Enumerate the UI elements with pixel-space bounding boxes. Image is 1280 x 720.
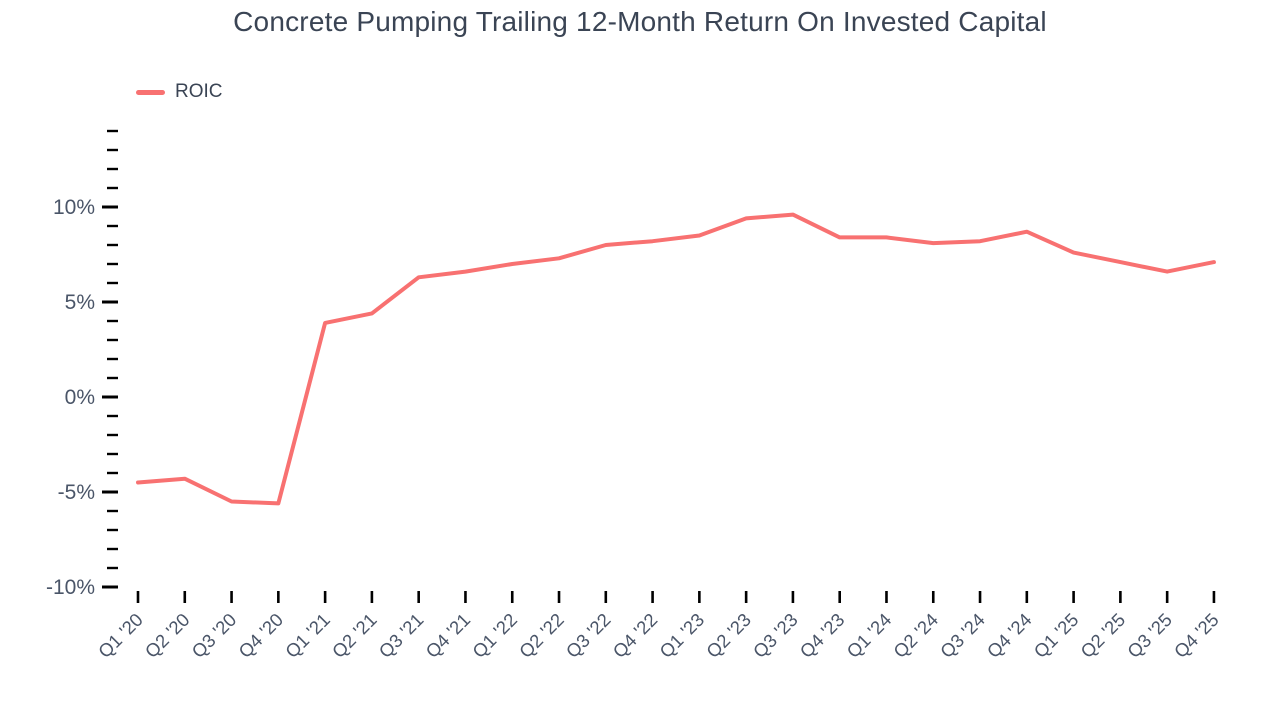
x-tick-label: Q1 '22 — [468, 609, 521, 662]
y-tick-label: -5% — [58, 481, 95, 504]
x-tick-label: Q3 '24 — [936, 609, 989, 662]
y-tick-label: 0% — [65, 386, 95, 409]
y-tick-label: 5% — [65, 291, 95, 314]
x-tick-label: Q1 '25 — [1029, 609, 1082, 662]
x-tick-label: Q2 '22 — [515, 609, 568, 662]
x-tick-label: Q3 '23 — [749, 609, 802, 662]
x-tick-label: Q4 '24 — [983, 609, 1036, 662]
x-tick-label: Q4 '25 — [1170, 609, 1223, 662]
roic-line — [136, 212, 1216, 506]
x-tick-label: Q2 '25 — [1076, 609, 1129, 662]
roic-legend-swatch-icon — [136, 89, 165, 95]
x-tick-label: Q3 '21 — [375, 609, 428, 662]
x-tick-label: Q2 '23 — [702, 609, 755, 662]
legend: ROIC — [136, 81, 223, 103]
x-tick-label: Q3 '20 — [187, 609, 240, 662]
chart-title: Concrete Pumping Trailing 12-Month Retur… — [233, 6, 1047, 37]
x-tick-label: Q1 '23 — [655, 609, 708, 662]
x-tick-label: Q1 '21 — [281, 609, 334, 662]
x-tick-label: Q2 '24 — [889, 609, 942, 662]
x-tick-label: Q4 '20 — [234, 609, 287, 662]
y-tick-label: 10% — [53, 196, 95, 219]
x-tick-label: Q3 '25 — [1123, 609, 1176, 662]
x-tick-label: Q4 '23 — [796, 609, 849, 662]
x-tick-label: Q2 '21 — [328, 609, 381, 662]
y-tick-label: -10% — [46, 576, 95, 599]
x-tick-label: Q2 '20 — [141, 609, 194, 662]
x-tick-label: Q4 '22 — [608, 609, 661, 662]
x-tick-label: Q4 '21 — [421, 609, 474, 662]
x-tick-label: Q1 '20 — [94, 609, 147, 662]
x-tick-label: Q3 '22 — [562, 609, 615, 662]
roic-legend-label: ROIC — [175, 81, 223, 102]
x-tick-label: Q1 '24 — [842, 609, 895, 662]
